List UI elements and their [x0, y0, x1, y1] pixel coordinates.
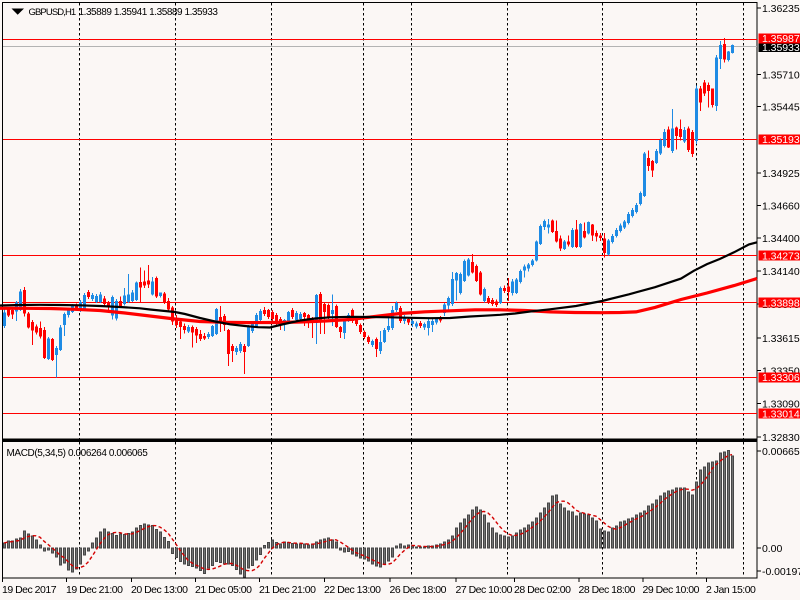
svg-text:1.35710: 1.35710 — [762, 69, 800, 81]
svg-text:2 Jan 15:00: 2 Jan 15:00 — [706, 584, 756, 596]
svg-text:22 Dec 13:00: 22 Dec 13:00 — [324, 584, 381, 596]
svg-text:1.36235: 1.36235 — [762, 3, 800, 15]
svg-text:1.34660: 1.34660 — [762, 200, 800, 212]
svg-text:1.35987: 1.35987 — [762, 33, 800, 45]
svg-text:19 Dec 21:00: 19 Dec 21:00 — [66, 584, 123, 596]
svg-text:MACD(5,34,5) 0.006264 0.006065: MACD(5,34,5) 0.006264 0.006065 — [7, 448, 149, 459]
svg-text:GBPUSD,H1: GBPUSD,H1 — [29, 7, 76, 18]
svg-text:1.32830: 1.32830 — [762, 432, 800, 444]
svg-text:1.33898: 1.33898 — [762, 297, 800, 309]
svg-text:19 Dec 2017: 19 Dec 2017 — [2, 584, 57, 596]
svg-text:21 Dec 05:00: 21 Dec 05:00 — [195, 584, 252, 596]
svg-text:1.34140: 1.34140 — [762, 266, 800, 278]
svg-text:1.35193: 1.35193 — [762, 134, 800, 146]
svg-text:27 Dec 10:00: 27 Dec 10:00 — [456, 584, 513, 596]
svg-text:1.35889 1.35941 1.35889 1.3593: 1.35889 1.35941 1.35889 1.35933 — [79, 7, 219, 18]
svg-text:1.34273: 1.34273 — [762, 250, 800, 262]
svg-text:29 Dec 10:00: 29 Dec 10:00 — [643, 584, 700, 596]
svg-text:28 Dec 18:00: 28 Dec 18:00 — [579, 584, 636, 596]
svg-text:26 Dec 18:00: 26 Dec 18:00 — [390, 584, 447, 596]
svg-text:0.006657: 0.006657 — [762, 446, 800, 458]
svg-text:1.34925: 1.34925 — [762, 168, 800, 180]
svg-text:0.00: 0.00 — [762, 543, 782, 555]
svg-text:1.33014: 1.33014 — [762, 408, 800, 420]
svg-text:20 Dec 13:00: 20 Dec 13:00 — [131, 584, 188, 596]
svg-text:21 Dec 21:00: 21 Dec 21:00 — [259, 584, 316, 596]
svg-text:1.35933: 1.35933 — [762, 42, 800, 54]
svg-text:-0.001974: -0.001974 — [762, 566, 800, 578]
svg-text:1.35445: 1.35445 — [762, 101, 800, 113]
svg-text:1.33306: 1.33306 — [762, 372, 800, 384]
svg-text:1.33090: 1.33090 — [762, 398, 800, 410]
svg-text:1.34400: 1.34400 — [762, 233, 800, 245]
svg-text:1.33615: 1.33615 — [762, 333, 800, 345]
svg-text:28 Dec 02:00: 28 Dec 02:00 — [514, 584, 571, 596]
